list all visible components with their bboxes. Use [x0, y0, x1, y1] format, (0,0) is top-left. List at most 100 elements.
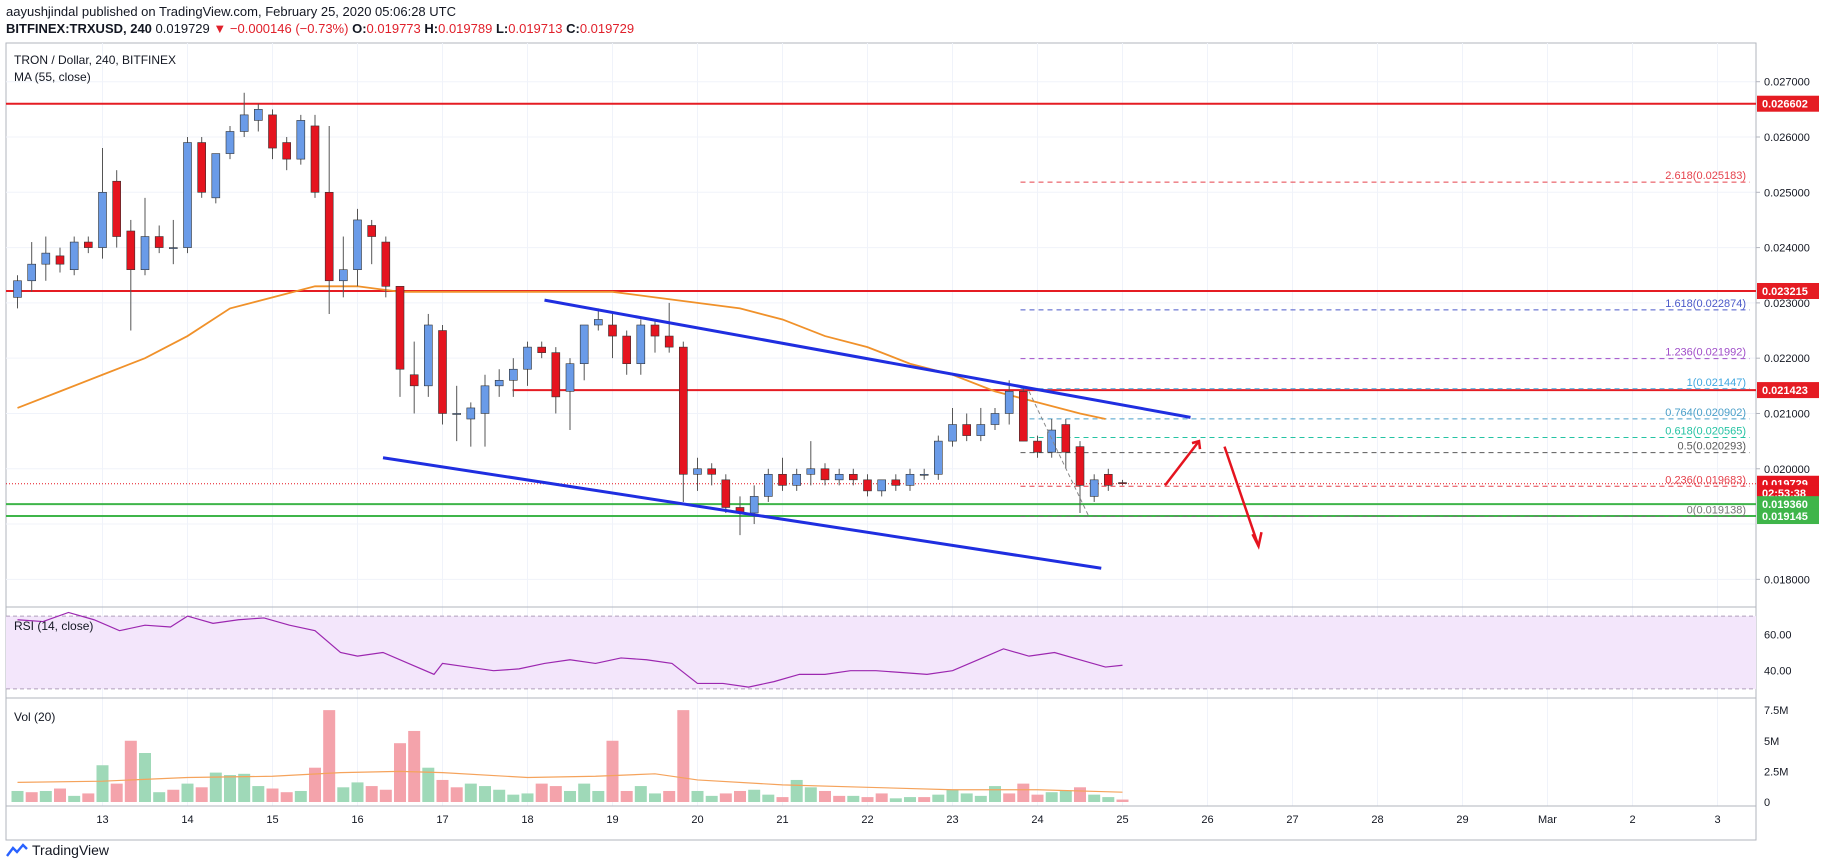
- volume-bar: [734, 790, 746, 802]
- candle-down: [650, 324, 660, 337]
- candle-down: [1075, 446, 1085, 486]
- candle-up: [636, 324, 646, 365]
- down-arrow-icon: ▼: [213, 21, 227, 36]
- volume-bar: [549, 786, 562, 802]
- candle-up: [990, 413, 1000, 425]
- price-label-text: 0.026602: [1762, 99, 1808, 111]
- candle-down: [849, 473, 858, 481]
- volume-bar: [904, 797, 916, 802]
- volume-bar: [1116, 799, 1129, 802]
- high-label: H:: [424, 21, 439, 36]
- candle-up: [934, 440, 943, 475]
- volume-bar: [748, 789, 761, 802]
- price-tick-label: 0.025000: [1764, 187, 1810, 199]
- date-tick-label: 13: [96, 814, 108, 826]
- price-tick-label: 0.023000: [1764, 298, 1810, 310]
- fib-label: 0.764(0.020902): [1665, 407, 1746, 419]
- channel-upper-line: [544, 298, 1191, 419]
- candle-down: [679, 346, 688, 475]
- volume-bar: [25, 792, 38, 802]
- volume-bar: [266, 788, 279, 802]
- volume-bar: [82, 793, 95, 802]
- tradingview-logo[interactable]: TradingView: [6, 842, 109, 858]
- fib-label: 1.236(0.021992): [1665, 347, 1746, 359]
- candle-down: [721, 479, 731, 508]
- volume-bar: [790, 779, 803, 802]
- date-tick-label: 29: [1456, 814, 1468, 826]
- volume-bar: [280, 792, 293, 802]
- volume-bar: [960, 793, 973, 802]
- fib-label: 0.236(0.019683): [1665, 474, 1746, 486]
- chart-frame: [5, 42, 1757, 841]
- candle-down: [962, 424, 971, 436]
- candle-up: [424, 324, 433, 387]
- candle-down: [1019, 391, 1028, 442]
- volume-bar: [521, 793, 534, 802]
- price-tick-label: 0.024000: [1764, 243, 1810, 255]
- candle-down: [112, 180, 121, 237]
- rsi-tick-label: 40.00: [1764, 666, 1792, 678]
- volume-bar: [918, 797, 931, 802]
- volume-bar: [1017, 783, 1030, 802]
- candle-down: [1104, 473, 1113, 486]
- price-tick-label: 0.027000: [1764, 77, 1810, 89]
- volume-bar: [819, 790, 831, 802]
- rsi-legend: RSI (14, close): [14, 619, 93, 633]
- volume-bar: [209, 772, 222, 802]
- candle-down: [551, 352, 561, 398]
- volume-bar: [1074, 787, 1086, 802]
- volume-bar: [932, 794, 945, 802]
- volume-bar: [946, 789, 959, 802]
- candle-up: [98, 191, 107, 248]
- volume-bar: [68, 795, 81, 802]
- candle-up: [792, 473, 801, 486]
- candle-up: [523, 346, 532, 370]
- volume-bar: [181, 783, 194, 802]
- volume-bar: [1031, 794, 1044, 802]
- volume-bar: [337, 787, 350, 802]
- arrow-up-line: [1164, 440, 1200, 487]
- date-tick-label: 16: [351, 814, 363, 826]
- ticker-bar: BITFINEX:TRXUSD, 240 0.019729 ▼ −0.00014…: [6, 21, 634, 36]
- volume-bar: [1059, 790, 1072, 802]
- date-tick-label: 3: [1714, 814, 1720, 826]
- date-tick-label: 17: [436, 814, 448, 826]
- candle-up: [225, 131, 235, 154]
- candle-down: [55, 255, 65, 265]
- candle-up: [494, 379, 504, 387]
- volume-tick-label: 0: [1764, 797, 1770, 809]
- volume-bar: [436, 779, 449, 802]
- date-tick-label: 15: [266, 814, 278, 826]
- volume-bar: [861, 797, 874, 802]
- candle-up: [140, 236, 150, 271]
- volume-bar: [309, 767, 321, 802]
- date-tick-label: 25: [1116, 814, 1128, 826]
- volume-bar: [507, 794, 520, 802]
- ticker-last: 0.019729: [155, 21, 210, 36]
- date-tick-label: 14: [181, 814, 193, 826]
- candle-down: [707, 468, 716, 475]
- volume-bar: [479, 786, 491, 802]
- candle-up: [1089, 479, 1099, 497]
- price-label-box: [1757, 382, 1819, 399]
- price-tick-label: 0.018000: [1764, 574, 1810, 586]
- volume-bar: [1003, 793, 1016, 802]
- volume-bar: [875, 793, 888, 802]
- volume-bar: [634, 786, 647, 802]
- volume-bar: [592, 790, 605, 802]
- volume-bar: [847, 795, 860, 802]
- candle-down: [395, 285, 405, 370]
- fib-label: 0.5(0.020293): [1678, 441, 1747, 453]
- candle-down: [310, 125, 320, 193]
- volume-tick-label: 2.5M: [1764, 766, 1788, 778]
- arrow-down-head: [1251, 531, 1263, 550]
- date-tick-label: Mar: [1538, 814, 1557, 826]
- volume-bar: [139, 753, 151, 802]
- publish-info: aayushjindal published on TradingView.co…: [6, 4, 456, 19]
- fib-label: 2.618(0.025183): [1665, 170, 1746, 182]
- candle-up: [749, 496, 759, 514]
- volume-bar: [294, 790, 307, 802]
- candle-up: [452, 413, 461, 415]
- close-value: 0.019729: [579, 21, 635, 36]
